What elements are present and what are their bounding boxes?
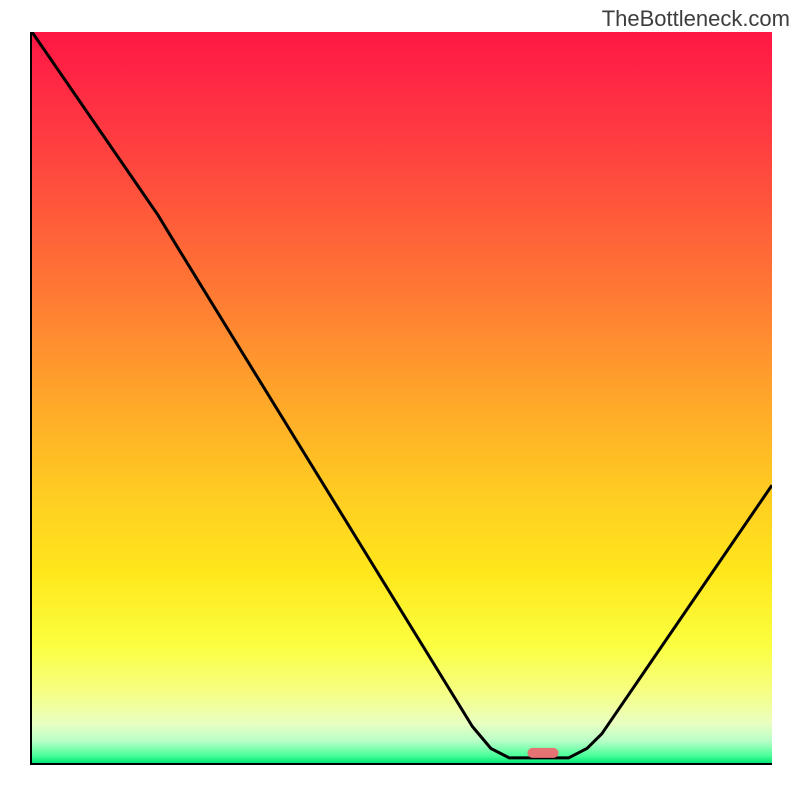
- watermark-text: TheBottleneck.com: [602, 6, 790, 32]
- x-axis: [30, 763, 772, 765]
- minimum-marker: [527, 748, 558, 758]
- background-gradient: [32, 32, 772, 763]
- chart-container: TheBottleneck.com: [0, 0, 800, 800]
- plot-area: [30, 32, 772, 765]
- y-axis: [30, 32, 32, 765]
